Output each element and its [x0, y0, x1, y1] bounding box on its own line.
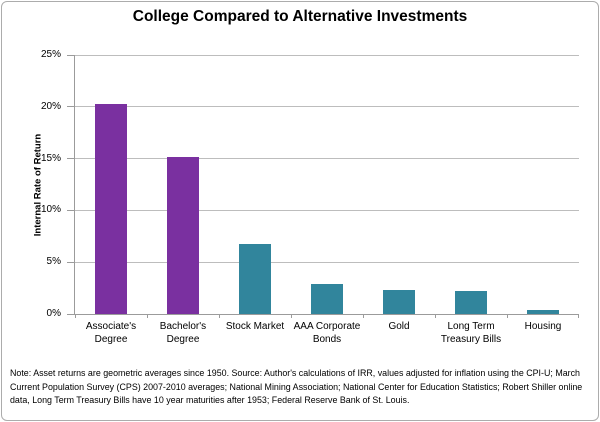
x-category-label-long-term-treasury-bills: Long Term Treasury Bills [440, 321, 502, 345]
plot-area: 0% 5% 10% 15% 20% 25% Associate's Degree Bachel… [41, 50, 579, 345]
x-tick-mark [291, 314, 292, 318]
x-category-label-stock-market: Stock Market [225, 321, 285, 332]
y-tick-label: 15% [40, 152, 61, 164]
x-category-label-bachelor-s-degree: Bachelor's Degree [159, 321, 207, 345]
bar-aaa-corporate-bonds [311, 283, 343, 314]
y-tick-mark [67, 209, 74, 211]
x-category-label-aaa-corporate-bonds: AAA Corporate Bonds [293, 321, 361, 345]
bar-bachelor-s-degree [167, 156, 199, 314]
y-tick-label: 5% [46, 256, 61, 268]
x-category-label-gold: Gold [388, 321, 410, 332]
bar-stock-market [239, 243, 271, 314]
x-tick-mark [363, 314, 364, 318]
chart-title: College Compared to Alternative Investme… [132, 8, 468, 25]
bar-long-term-treasury-bills [455, 291, 487, 314]
y-tick-mark [67, 313, 74, 315]
x-category-label-housing: Housing [524, 321, 562, 332]
y-tick-mark [67, 158, 74, 160]
x-axis-line [74, 314, 579, 315]
y-tick-label: 25% [40, 49, 61, 60]
bar-gold [383, 290, 415, 314]
gridline-10pct [75, 209, 579, 211]
x-category-label-associate-s-degree: Associate's Degree [85, 321, 137, 345]
y-tick-label: 10% [40, 204, 61, 216]
bar-housing [527, 309, 559, 314]
y-axis-title: Internal Rate of Return [32, 133, 44, 237]
x-tick-mark [219, 314, 220, 318]
bar-associate-s-degree [95, 103, 127, 314]
y-tick-label: 20% [40, 100, 61, 112]
x-tick-mark [578, 314, 579, 318]
y-tick-mark [67, 106, 74, 108]
gridline-25pct [75, 55, 579, 56]
gridline-5pct [75, 261, 579, 263]
y-tick-label: 0% [46, 308, 61, 319]
y-axis-line [74, 55, 75, 314]
gridline-15pct [75, 158, 579, 160]
x-tick-mark [507, 314, 508, 318]
y-tick-mark [67, 261, 74, 263]
gridline-20pct [75, 106, 579, 108]
x-tick-mark [147, 314, 148, 318]
source-note: Note: Asset returns are geometric averag… [10, 368, 583, 405]
y-tick-mark [67, 54, 74, 56]
x-tick-mark [435, 314, 436, 318]
x-tick-mark [75, 314, 76, 318]
